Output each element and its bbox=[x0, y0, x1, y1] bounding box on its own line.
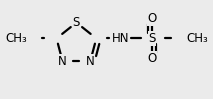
Text: HN: HN bbox=[111, 32, 129, 45]
Text: CH₃: CH₃ bbox=[187, 32, 209, 45]
Text: N: N bbox=[58, 55, 67, 68]
Text: CH₃: CH₃ bbox=[5, 32, 27, 45]
Text: O: O bbox=[147, 12, 157, 25]
Text: S: S bbox=[148, 32, 156, 45]
Text: N: N bbox=[86, 55, 95, 68]
Text: S: S bbox=[73, 16, 80, 29]
Text: O: O bbox=[147, 52, 157, 65]
